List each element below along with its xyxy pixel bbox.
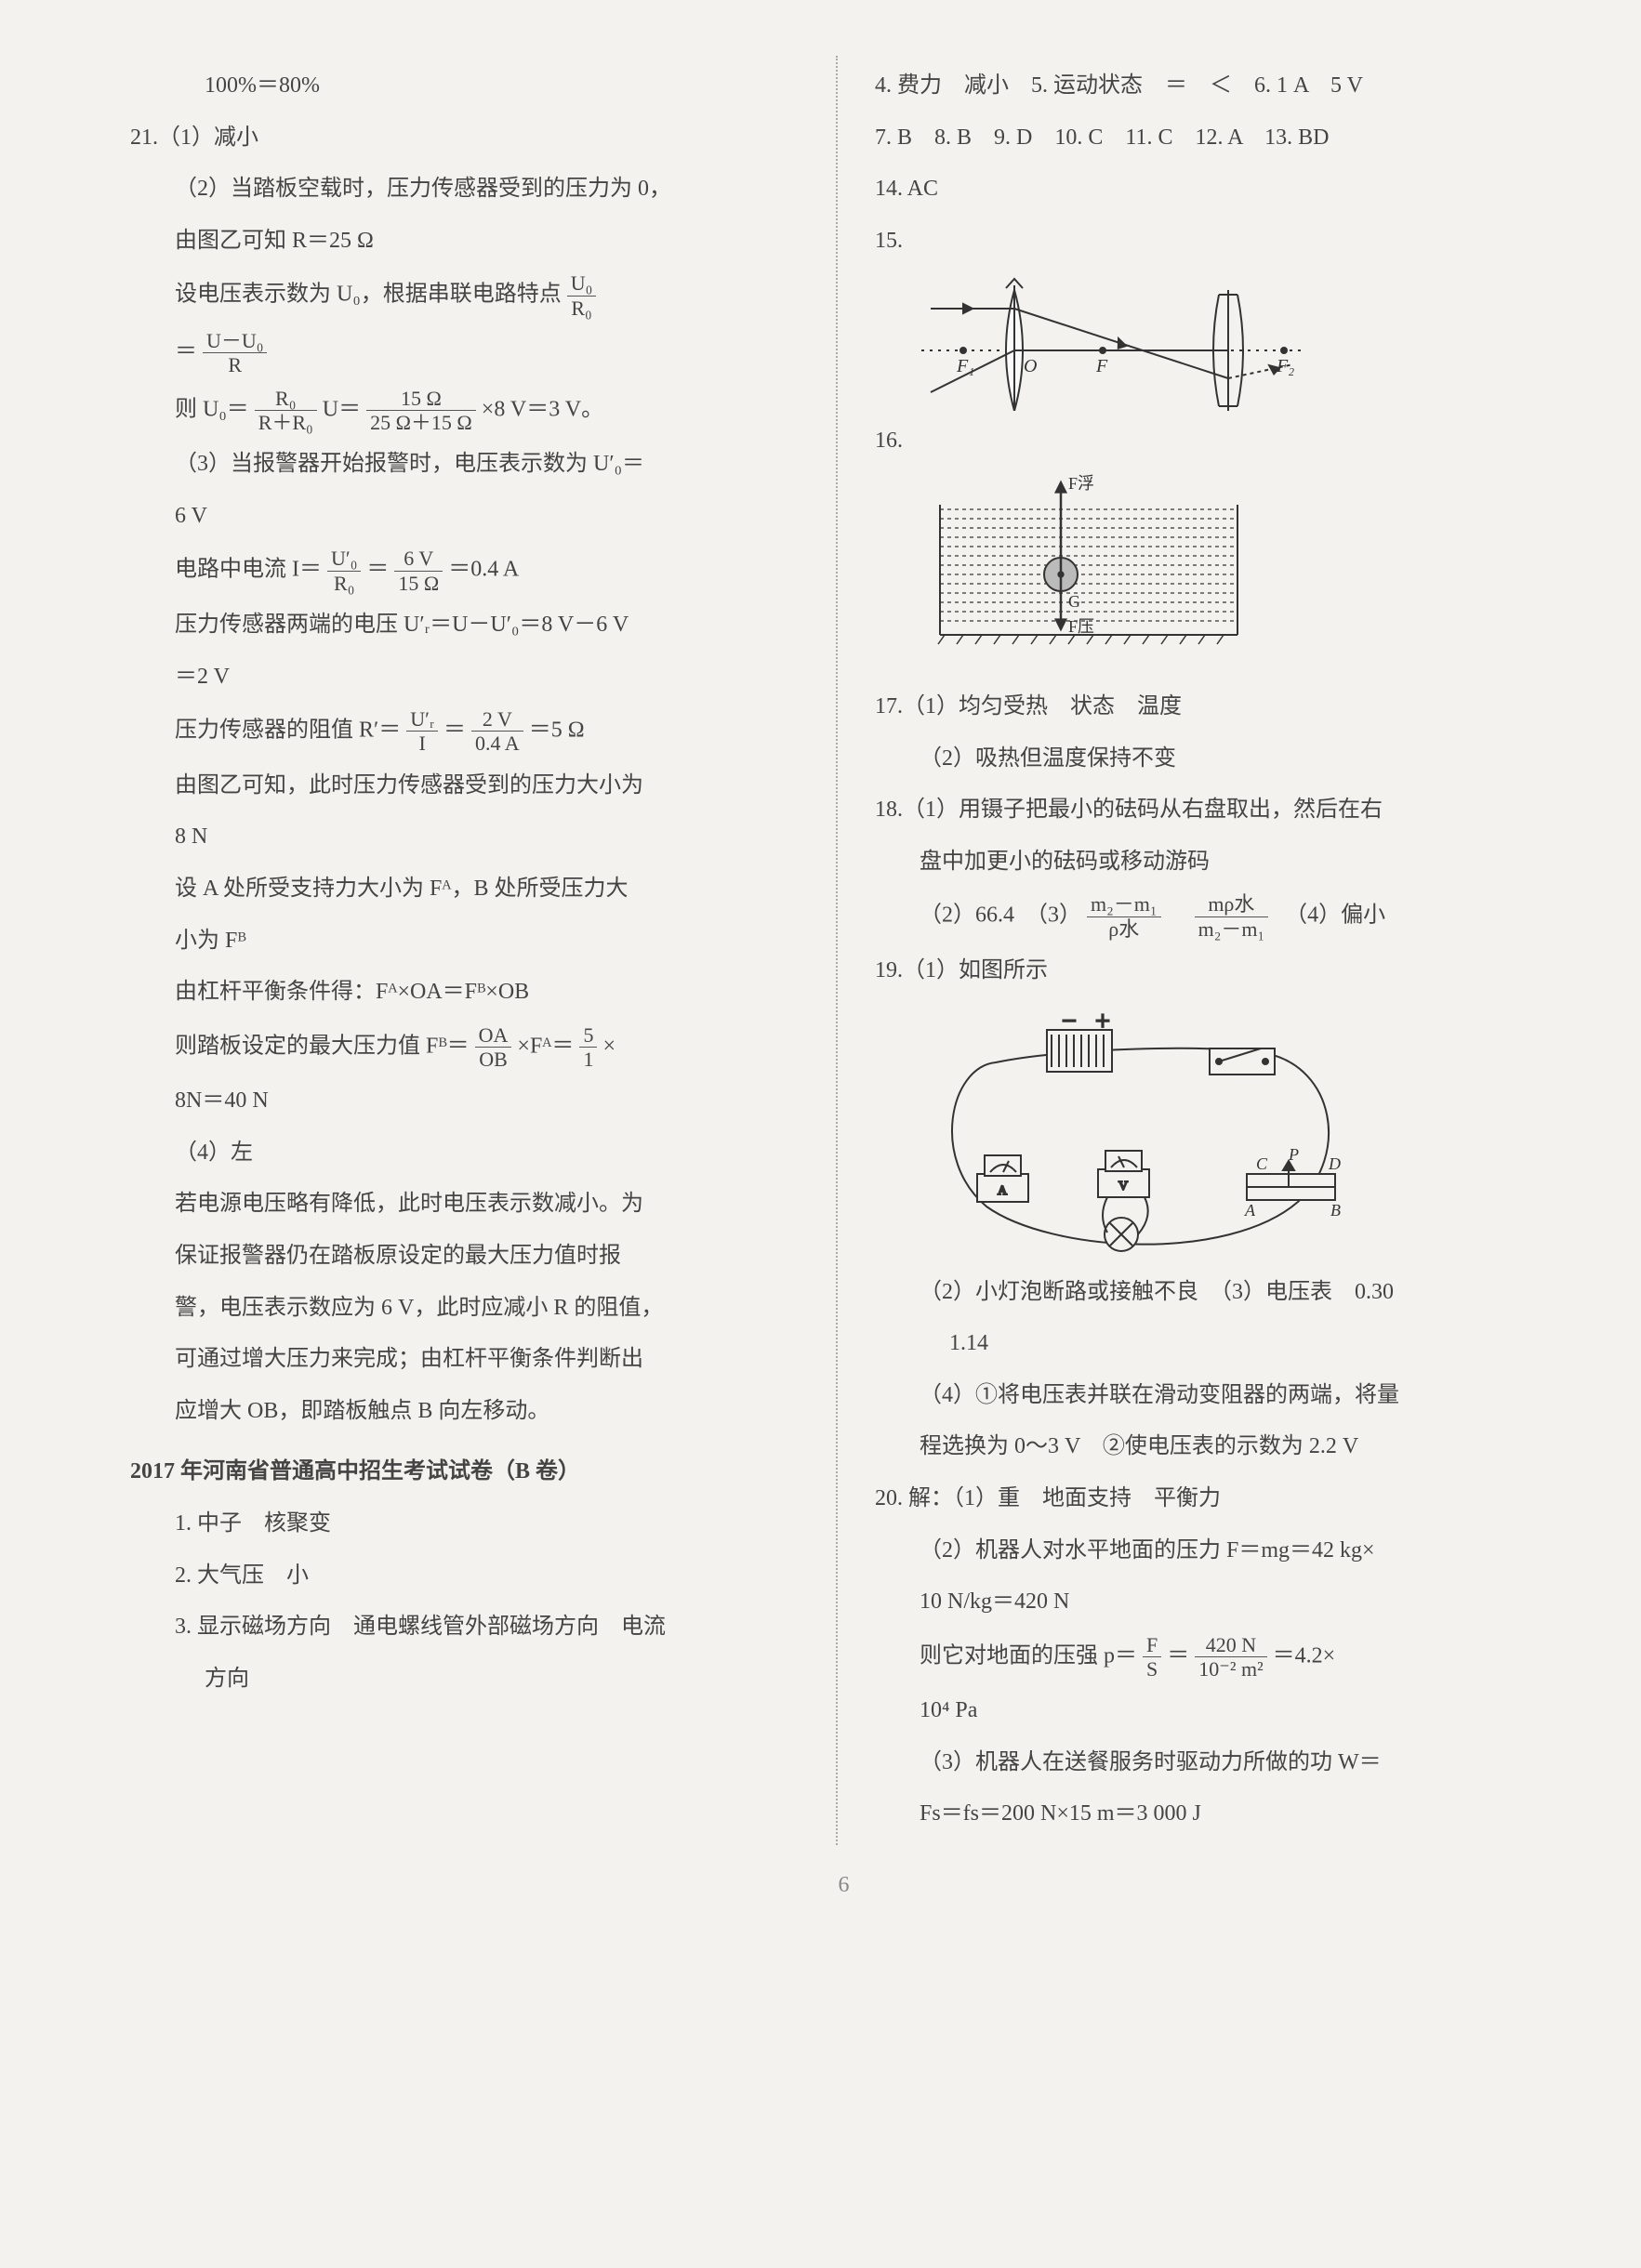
svg-text:O: O	[1024, 356, 1037, 376]
text: ＝	[1167, 1643, 1189, 1668]
formula: 则它对地面的压强 p＝ FS ＝ 420 N10⁻² m² ＝4.2×	[875, 1633, 1557, 1681]
svg-text:F: F	[1095, 356, 1108, 376]
text: ×8 V＝3 V。	[482, 397, 603, 421]
text: ＝0.4 A	[448, 558, 519, 582]
text: 100%＝80%	[130, 65, 813, 108]
formula: 设电压表示数为 U₀，根据串联电路特点 U₀R₀	[130, 271, 813, 320]
text: 压力传感器两端的电压 U′ᵣ＝U－U′₀＝8 V－6 V	[130, 604, 813, 647]
formula: （2）66.4 （3） m₂－m₁ρ水 mρ水m₂－m₁ （4）偏小	[875, 892, 1557, 941]
text: ＝2 V	[130, 656, 813, 699]
text: ＝	[366, 558, 389, 582]
text: 程选换为 0～3 V ②使电压表的示数为 2.2 V	[875, 1426, 1557, 1469]
text: 方向	[130, 1658, 813, 1701]
figure-15-lens-diagram: F₁ O F F₂	[912, 271, 1312, 411]
text: 保证报警器仍在踏板原设定的最大压力值时报	[130, 1235, 813, 1278]
text: U＝	[323, 397, 361, 421]
formula: 电路中电流 I＝ U′₀R₀ ＝ 6 V15 Ω ＝0.4 A	[130, 547, 813, 595]
text: 7. B 8. B 9. D 10. C 11. C 12. A 13. BD	[875, 117, 1557, 160]
text: Fs＝fs＝200 N×15 m＝3 000 J	[875, 1793, 1557, 1836]
text: 小为 Fᴮ	[130, 920, 813, 963]
svg-text:C: C	[1256, 1154, 1268, 1173]
svg-text:B: B	[1330, 1201, 1341, 1220]
text: 可通过增大压力来完成；由杠杆平衡条件判断出	[130, 1338, 813, 1381]
text: 18.（1）用镊子把最小的砝码从右盘取出，然后在右	[875, 789, 1557, 832]
text: ＝4.2×	[1273, 1643, 1336, 1668]
text: （3）机器人在送餐服务时驱动力所做的功 W＝	[875, 1742, 1557, 1785]
svg-text:F压: F压	[1068, 617, 1094, 636]
right-column: 4. 费力 减小 5. 运动状态 ＝ ＜ 6. 1 A 5 V 7. B 8. …	[866, 56, 1557, 1845]
text: ＝5 Ω	[529, 718, 585, 742]
text: 设电压表示数为 U₀，根据串联电路特点	[175, 283, 567, 307]
text: （2）66.4 （3）	[920, 903, 1081, 928]
text: 若电源电压略有降低，此时电压表示数减小。为	[130, 1183, 813, 1226]
text: （4）左	[130, 1132, 813, 1175]
formula: 则 U₀＝ R₀R＋R₀ U＝ 15 Ω25 Ω＋15 Ω ×8 V＝3 V。	[130, 387, 813, 435]
text: 压力传感器的阻值 R′＝	[175, 718, 401, 742]
formula: 压力传感器的阻值 R′＝ U′ᵣI ＝ 2 V0.4 A ＝5 Ω	[130, 707, 813, 756]
text: 6 V	[130, 495, 813, 538]
svg-text:F₁: F₁	[956, 356, 974, 376]
svg-text:F浮: F浮	[1068, 474, 1094, 493]
text: （4）偏小	[1274, 903, 1385, 928]
formula: 则踏板设定的最大压力值 Fᴮ＝ OAOB ×Fᴬ＝ 51 ×	[130, 1023, 813, 1072]
text: 20. 解：（1）重 地面支持 平衡力	[875, 1478, 1557, 1521]
text: （2）吸热但温度保持不变	[875, 738, 1557, 781]
text: ×	[602, 1034, 615, 1058]
text: （3）当报警器开始报警时，电压表示数为 U′₀＝	[130, 443, 813, 486]
text: 由图乙可知 R＝25 Ω	[130, 220, 813, 263]
svg-text:V: V	[1118, 1180, 1128, 1193]
text: 则 U₀＝	[175, 397, 249, 421]
text: 10⁴ Pa	[875, 1690, 1557, 1733]
svg-text:A: A	[1244, 1201, 1256, 1220]
left-column: 100%＝80% 21.（1）减小 （2）当踏板空载时，压力传感器受到的压力为 …	[130, 56, 838, 1845]
text: ×Fᴬ＝	[517, 1034, 574, 1058]
text: 1.14	[875, 1323, 1557, 1365]
text: （2）机器人对水平地面的压力 F＝mg＝42 kg×	[875, 1530, 1557, 1573]
text: 10 N/kg＝420 N	[875, 1581, 1557, 1624]
svg-text:F₂: F₂	[1276, 356, 1294, 376]
text: 则踏板设定的最大压力值 Fᴮ＝	[175, 1034, 470, 1058]
text: 2. 大气压 小	[130, 1555, 813, 1598]
text: 14. AC	[875, 168, 1557, 211]
page-number: 6	[130, 1873, 1557, 1898]
text: 3. 显示磁场方向 通电螺线管外部磁场方向 电流	[130, 1606, 813, 1649]
text: 19.（1）如图所示	[875, 950, 1557, 993]
svg-text:D: D	[1328, 1154, 1341, 1173]
text: ＝	[175, 339, 197, 363]
text: 15.	[875, 220, 1557, 263]
text: 设 A 处所受支持力大小为 Fᴬ，B 处所受压力大	[130, 868, 813, 911]
text: 由杠杆平衡条件得：Fᴬ×OA＝Fᴮ×OB	[130, 971, 813, 1014]
formula: ＝ U－U₀R	[130, 329, 813, 377]
text: 8 N	[130, 816, 813, 859]
text: 则它对地面的压强 p＝	[920, 1643, 1137, 1668]
svg-text:G: G	[1068, 592, 1080, 611]
text: 警，电压表示数应为 6 V，此时应减小 R 的阻值，	[130, 1287, 813, 1330]
text: 由图乙可知，此时压力传感器受到的压力大小为	[130, 765, 813, 808]
text: 1. 中子 核聚变	[130, 1503, 813, 1546]
text: 8N＝40 N	[130, 1080, 813, 1123]
text: 16.	[875, 420, 1557, 463]
text: （4）①将电压表并联在滑动变阻器的两端，将量	[875, 1375, 1557, 1418]
text: 盘中加更小的砝码或移动游码	[875, 841, 1557, 884]
text: 电路中电流 I＝	[175, 558, 322, 582]
svg-text:A: A	[998, 1184, 1008, 1198]
svg-text:－ ＋: － ＋	[1061, 1012, 1111, 1031]
text: 21.（1）减小	[130, 117, 813, 160]
figure-16-force-diagram: F浮 G F压	[912, 472, 1265, 677]
text: 17.（1）均匀受热 状态 温度	[875, 686, 1557, 729]
text: 4. 费力 减小 5. 运动状态 ＝ ＜ 6. 1 A 5 V	[875, 65, 1557, 108]
figure-19-circuit-diagram: － ＋ A	[912, 1002, 1358, 1262]
svg-text:P: P	[1288, 1145, 1299, 1164]
text: ＝	[443, 718, 466, 742]
text: 应增大 OB，即踏板触点 B 向左移动。	[130, 1391, 813, 1433]
section-title: 2017 年河南省普通高中招生考试试卷（B 卷）	[130, 1451, 813, 1494]
text	[1167, 903, 1189, 928]
text: （2）当踏板空载时，压力传感器受到的压力为 0，	[130, 168, 813, 211]
text: （2）小灯泡断路或接触不良 （3）电压表 0.30	[875, 1272, 1557, 1314]
